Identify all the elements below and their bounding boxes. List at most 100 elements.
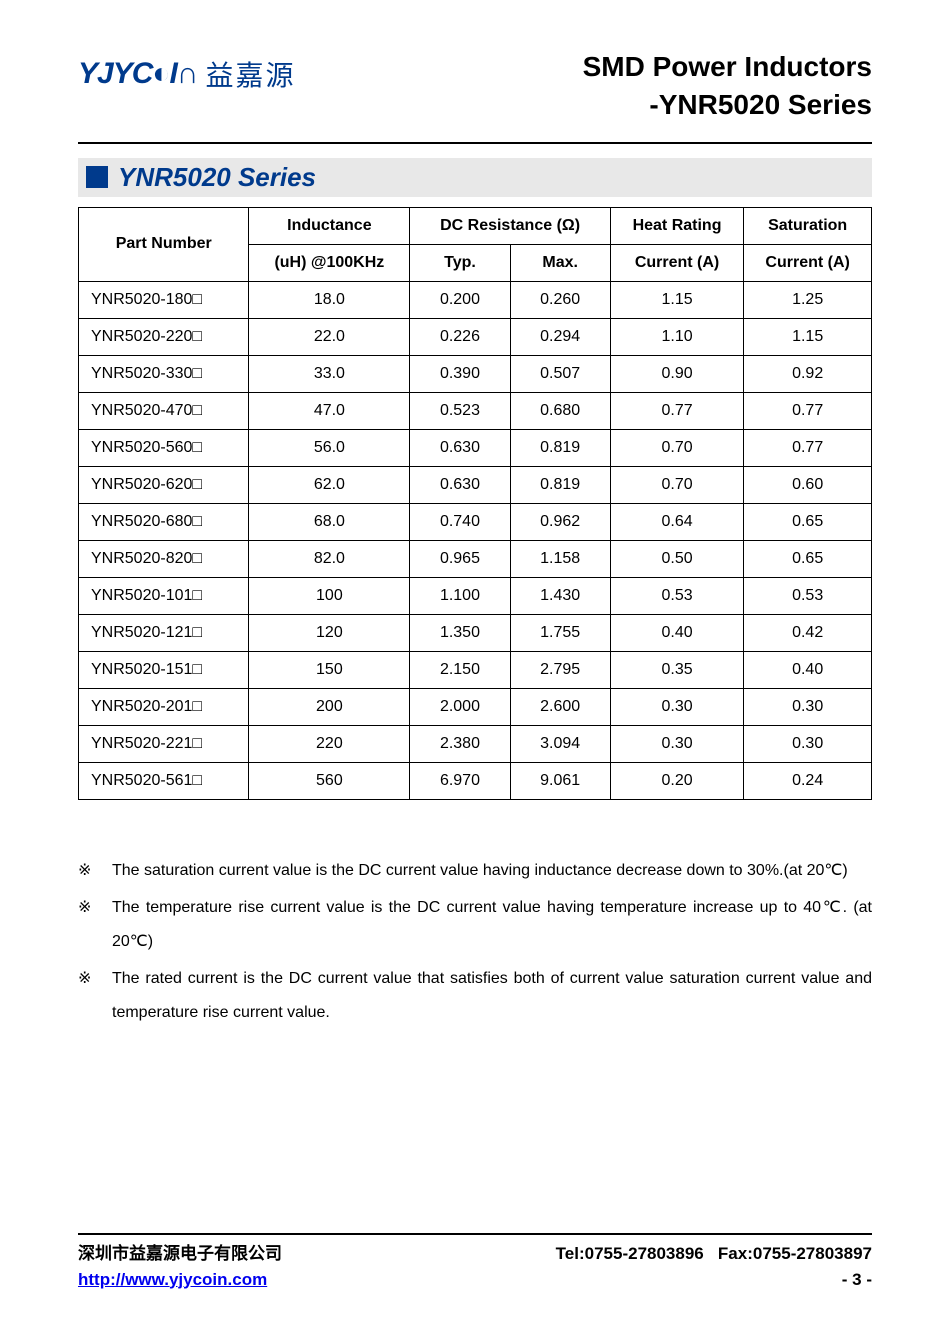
logo-chinese: 益嘉源 xyxy=(206,54,296,94)
cell-dcr-max: 0.680 xyxy=(510,392,610,429)
cell-dcr-max: 2.600 xyxy=(510,688,610,725)
cell-sat: 0.60 xyxy=(744,466,872,503)
col-inductance-top: Inductance xyxy=(249,207,410,244)
cell-dcr-max: 0.962 xyxy=(510,503,610,540)
document-title: SMD Power Inductors -YNR5020 Series xyxy=(583,48,872,124)
title-line-1: SMD Power Inductors xyxy=(583,48,872,86)
cell-dcr-max: 0.507 xyxy=(510,355,610,392)
table-row: YNR5020-680□68.00.7400.9620.640.65 xyxy=(79,503,872,540)
table-row: YNR5020-620□62.00.6300.8190.700.60 xyxy=(79,466,872,503)
spec-table-body: YNR5020-180□18.00.2000.2601.151.25YNR502… xyxy=(79,281,872,799)
cell-part-number: YNR5020-560□ xyxy=(79,429,249,466)
cell-dcr-typ: 0.630 xyxy=(410,466,510,503)
cell-dcr-typ: 1.100 xyxy=(410,577,510,614)
table-row: YNR5020-220□22.00.2260.2941.101.15 xyxy=(79,318,872,355)
col-part-number: Part Number xyxy=(79,207,249,281)
cell-heat: 0.64 xyxy=(610,503,744,540)
cell-heat: 0.20 xyxy=(610,762,744,799)
cell-dcr-typ: 6.970 xyxy=(410,762,510,799)
cell-dcr-typ: 0.390 xyxy=(410,355,510,392)
cell-dcr-typ: 2.150 xyxy=(410,651,510,688)
cell-inductance: 82.0 xyxy=(249,540,410,577)
footer-rule xyxy=(78,1233,872,1235)
note-marker: ※ xyxy=(78,891,112,958)
cell-part-number: YNR5020-121□ xyxy=(79,614,249,651)
table-row: YNR5020-820□82.00.9651.1580.500.65 xyxy=(79,540,872,577)
cell-heat: 0.70 xyxy=(610,466,744,503)
cell-part-number: YNR5020-151□ xyxy=(79,651,249,688)
cell-sat: 0.40 xyxy=(744,651,872,688)
footer-right: Tel:0755-27803896 Fax:0755-27803897 - 3 … xyxy=(556,1241,872,1292)
cell-heat: 0.77 xyxy=(610,392,744,429)
cell-sat: 1.15 xyxy=(744,318,872,355)
col-inductance-sub: (uH) @100KHz xyxy=(249,244,410,281)
cell-sat: 0.65 xyxy=(744,540,872,577)
cell-dcr-typ: 1.350 xyxy=(410,614,510,651)
table-row: YNR5020-330□33.00.3900.5070.900.92 xyxy=(79,355,872,392)
cell-dcr-max: 2.795 xyxy=(510,651,610,688)
table-row: YNR5020-221□2202.3803.0940.300.30 xyxy=(79,725,872,762)
cell-inductance: 18.0 xyxy=(249,281,410,318)
cell-dcr-typ: 0.965 xyxy=(410,540,510,577)
cell-dcr-typ: 0.740 xyxy=(410,503,510,540)
table-row: YNR5020-180□18.00.2000.2601.151.25 xyxy=(79,281,872,318)
cell-inductance: 150 xyxy=(249,651,410,688)
cell-dcr-max: 0.294 xyxy=(510,318,610,355)
cell-inductance: 22.0 xyxy=(249,318,410,355)
cell-sat: 0.42 xyxy=(744,614,872,651)
cell-part-number: YNR5020-101□ xyxy=(79,577,249,614)
cell-sat: 0.30 xyxy=(744,725,872,762)
col-heat-sub: Current (A) xyxy=(610,244,744,281)
col-dcr: DC Resistance (Ω) xyxy=(410,207,610,244)
cell-part-number: YNR5020-201□ xyxy=(79,688,249,725)
cell-heat: 0.35 xyxy=(610,651,744,688)
cell-dcr-max: 0.819 xyxy=(510,466,610,503)
logo: YJYC◐I∩ 益嘉源 xyxy=(78,54,296,94)
note-text: The saturation current value is the DC c… xyxy=(112,854,872,888)
title-line-2: -YNR5020 Series xyxy=(583,86,872,124)
spec-table: Part Number Inductance DC Resistance (Ω)… xyxy=(78,207,872,800)
cell-part-number: YNR5020-620□ xyxy=(79,466,249,503)
cell-inductance: 560 xyxy=(249,762,410,799)
col-dcr-typ: Typ. xyxy=(410,244,510,281)
cell-part-number: YNR5020-680□ xyxy=(79,503,249,540)
footer-page: - 3 - xyxy=(556,1267,872,1293)
cell-inductance: 33.0 xyxy=(249,355,410,392)
footer-fax: Fax:0755-27803897 xyxy=(718,1244,872,1263)
cell-dcr-typ: 0.523 xyxy=(410,392,510,429)
cell-inductance: 47.0 xyxy=(249,392,410,429)
footer-left: 深圳市益嘉源电子有限公司 http://www.yjycoin.com xyxy=(78,1241,282,1292)
cell-dcr-max: 1.755 xyxy=(510,614,610,651)
cell-part-number: YNR5020-470□ xyxy=(79,392,249,429)
cell-part-number: YNR5020-561□ xyxy=(79,762,249,799)
table-row: YNR5020-470□47.00.5230.6800.770.77 xyxy=(79,392,872,429)
cell-heat: 1.10 xyxy=(610,318,744,355)
section-header: YNR5020 Series xyxy=(78,158,872,197)
cell-part-number: YNR5020-220□ xyxy=(79,318,249,355)
table-row: YNR5020-201□2002.0002.6000.300.30 xyxy=(79,688,872,725)
cell-part-number: YNR5020-221□ xyxy=(79,725,249,762)
col-sat-sub: Current (A) xyxy=(744,244,872,281)
notes-section: ※The saturation current value is the DC … xyxy=(78,854,872,1030)
note-item: ※The temperature rise current value is t… xyxy=(78,891,872,958)
cell-part-number: YNR5020-820□ xyxy=(79,540,249,577)
spec-table-head: Part Number Inductance DC Resistance (Ω)… xyxy=(79,207,872,281)
cell-dcr-max: 0.260 xyxy=(510,281,610,318)
cell-inductance: 100 xyxy=(249,577,410,614)
col-dcr-max: Max. xyxy=(510,244,610,281)
cell-inductance: 62.0 xyxy=(249,466,410,503)
cell-inductance: 120 xyxy=(249,614,410,651)
footer-url[interactable]: http://www.yjycoin.com xyxy=(78,1270,267,1289)
cell-dcr-typ: 0.200 xyxy=(410,281,510,318)
note-text: The rated current is the DC current valu… xyxy=(112,962,872,1029)
note-item: ※The saturation current value is the DC … xyxy=(78,854,872,888)
cell-heat: 0.70 xyxy=(610,429,744,466)
cell-part-number: YNR5020-330□ xyxy=(79,355,249,392)
cell-heat: 0.30 xyxy=(610,688,744,725)
cell-inductance: 68.0 xyxy=(249,503,410,540)
table-row: YNR5020-121□1201.3501.7550.400.42 xyxy=(79,614,872,651)
cell-part-number: YNR5020-180□ xyxy=(79,281,249,318)
cell-dcr-typ: 0.226 xyxy=(410,318,510,355)
cell-sat: 0.53 xyxy=(744,577,872,614)
section-title: YNR5020 Series xyxy=(118,162,316,193)
